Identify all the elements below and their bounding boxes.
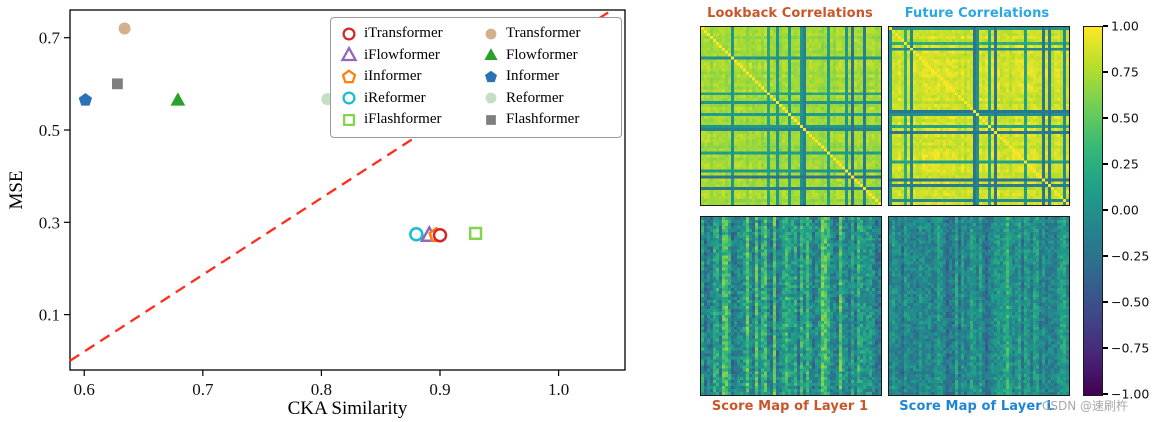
legend-label: iFlashformer: [364, 111, 442, 128]
colorbar-tick-label: 0.75: [1111, 64, 1139, 80]
colorbar-tick-label: −0.25: [1111, 248, 1150, 264]
legend-item-Flashformer: Flashformer: [481, 109, 613, 131]
point-Informer: [78, 93, 93, 106]
heatmap-score-map-layer-L: [888, 216, 1070, 396]
legend-item-iFlowformer: iFlowformer: [339, 45, 471, 67]
legend-item-iReformer: iReformer: [339, 88, 471, 110]
y-tick-label: 0.1: [39, 306, 60, 325]
x-tick-label: 0.6: [74, 380, 95, 399]
colorbar-tick: [1103, 393, 1108, 395]
y-tick-label: 0.5: [39, 121, 60, 140]
informer-marker-icon: [485, 70, 497, 82]
heatmap-score-map-layer-1: [700, 216, 882, 396]
colorbar-tick: [1103, 71, 1108, 73]
legend-label: Reformer: [506, 89, 564, 106]
heatmap-future-correlations: [888, 26, 1070, 206]
point-iFlashformer: [468, 226, 483, 241]
point-Transformer: [118, 22, 131, 35]
iflowformer-marker-icon: [340, 46, 358, 62]
legend-label: iTransformer: [364, 25, 443, 42]
transformer-marker-icon: [485, 28, 497, 40]
legend-label: iReformer: [364, 89, 426, 106]
legend-label: Transformer: [506, 25, 581, 42]
colorbar-tick: [1103, 301, 1108, 303]
colorbar-tick-label: −1.00: [1111, 386, 1150, 402]
colorbar: [1083, 26, 1103, 396]
scatter-legend: iTransformer iFlowformer iInformer iReforme…: [330, 17, 622, 138]
x-tick-label: 0.8: [311, 380, 332, 399]
point-Flashformer: [112, 78, 123, 90]
legend-label: Flowformer: [506, 46, 578, 63]
heatmap-lookback-correlations: [700, 26, 882, 206]
colorbar-tick: [1103, 209, 1108, 211]
colorbar-tick-label: 0.50: [1111, 110, 1139, 126]
point-iTransformer: [432, 227, 448, 243]
colorbar-tick: [1103, 163, 1108, 165]
colorbar-tick: [1103, 117, 1108, 119]
flowformer-marker-icon: [484, 48, 498, 61]
legend-column: iTransformer iFlowformer iInformer iReforme…: [339, 23, 471, 131]
colorbar-tick: [1103, 255, 1108, 257]
colorbar-tick-label: 1.00: [1111, 18, 1139, 34]
colorbar-tick-label: −0.75: [1111, 340, 1150, 356]
x-axis-label: CKA Similarity: [288, 398, 408, 419]
x-tick-label: 1.0: [548, 380, 569, 399]
point-iReformer: [409, 227, 424, 242]
legend-item-Informer: Informer: [481, 66, 613, 88]
legend-label: Flashformer: [506, 111, 580, 128]
heatmap-title-score-map-layer-1: Score Map of Layer 1: [711, 399, 869, 414]
itransformer-marker-icon: [342, 27, 356, 41]
flashformer-marker-icon: [486, 114, 496, 125]
iflashformer-marker-icon: [343, 113, 355, 126]
legend-column: Transformer Flowformer Informer Reformer Fla…: [481, 23, 613, 131]
colorbar-tick-label: −0.50: [1111, 294, 1150, 310]
legend-item-iInformer: iInformer: [339, 66, 471, 88]
reformer-marker-icon: [485, 92, 497, 104]
scatter-plot: 0.6 0.7 0.8 0.9 1.0 0.1 0.3 0.5 0.7 CKA Similarit…: [6, 9, 626, 419]
point-Flowformer: [170, 92, 186, 106]
legend-item-Flowformer: Flowformer: [481, 45, 613, 67]
heatmap-title-score-map-layer-L: Score Map of Layer L: [899, 399, 1055, 414]
ireformer-marker-icon: [342, 91, 356, 105]
colorbar-tick: [1103, 25, 1108, 27]
legend-label: Informer: [506, 68, 560, 85]
legend-item-Transformer: Transformer: [481, 23, 613, 45]
legend-label: iInformer: [364, 68, 422, 85]
colorbar-tick: [1103, 347, 1108, 349]
watermark: CSDN @速刷杵: [1042, 399, 1129, 413]
x-tick-label: 0.9: [429, 380, 450, 399]
legend-label: iFlowformer: [364, 46, 440, 63]
colorbar-tick-label: 0.25: [1111, 156, 1139, 172]
iinformer-marker-icon: [341, 69, 357, 83]
legend-item-Reformer: Reformer: [481, 88, 613, 110]
y-axis-label: MSE: [6, 170, 27, 209]
heatmap-title-lookback-correlations: Lookback Correlations: [707, 6, 873, 21]
heatmap-title-future-correlations: Future Correlations: [904, 6, 1050, 21]
x-tick-label: 0.7: [192, 380, 214, 399]
colorbar-tick-label: 0.00: [1111, 202, 1139, 218]
y-tick-label: 0.3: [39, 213, 60, 232]
axes-frame: [69, 9, 626, 371]
legend-item-iTransformer: iTransformer: [339, 23, 471, 45]
legend-item-iFlashformer: iFlashformer: [339, 109, 471, 131]
y-tick-label: 0.7: [39, 29, 61, 48]
